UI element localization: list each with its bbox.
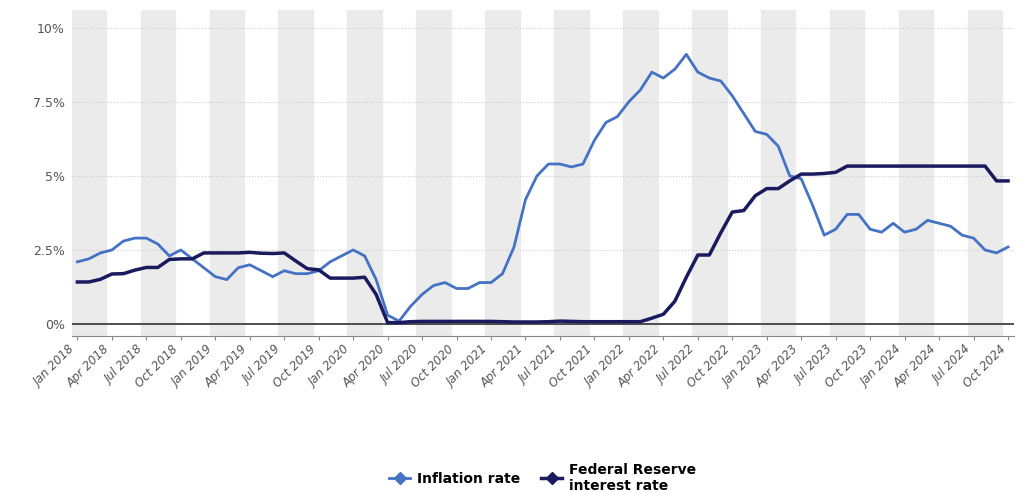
Bar bbox=[692, 10, 727, 336]
Bar bbox=[485, 10, 520, 336]
Bar bbox=[140, 10, 175, 336]
Bar bbox=[624, 10, 657, 336]
Bar bbox=[279, 10, 313, 336]
Legend: Inflation rate, Federal Reserve
interest rate: Inflation rate, Federal Reserve interest… bbox=[384, 457, 701, 494]
Bar bbox=[347, 10, 382, 336]
Bar bbox=[968, 10, 1002, 336]
Bar bbox=[761, 10, 796, 336]
Bar bbox=[417, 10, 451, 336]
Bar bbox=[72, 10, 106, 336]
Bar bbox=[899, 10, 933, 336]
Bar bbox=[829, 10, 864, 336]
Bar bbox=[554, 10, 589, 336]
Bar bbox=[210, 10, 244, 336]
